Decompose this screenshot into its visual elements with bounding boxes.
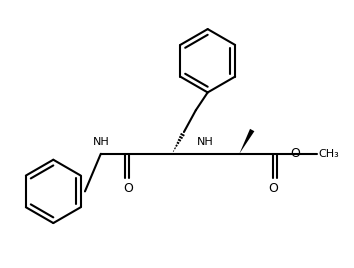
Text: NH: NH (92, 137, 109, 147)
Polygon shape (239, 129, 255, 154)
Text: O: O (290, 147, 300, 160)
Text: CH₃: CH₃ (319, 149, 339, 159)
Text: NH: NH (197, 137, 214, 147)
Text: O: O (124, 181, 133, 195)
Text: O: O (268, 181, 278, 195)
